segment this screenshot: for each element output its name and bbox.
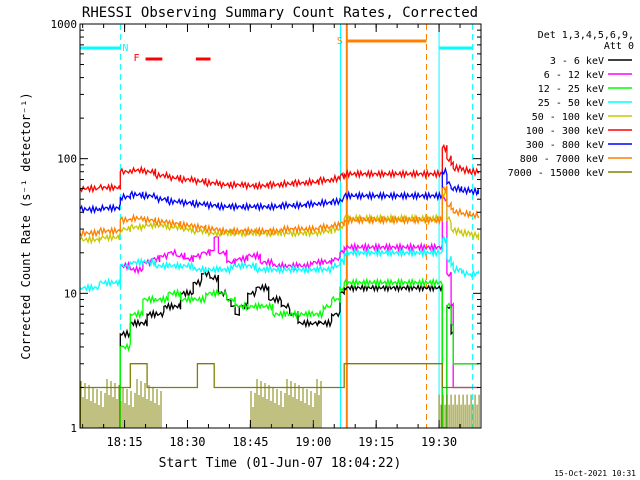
legend-label: 50 - 100 keV: [532, 112, 604, 123]
plot-frame: [79, 23, 482, 429]
legend-label: 3 - 6 keV: [550, 56, 604, 67]
x-tick-label: 18:30: [169, 435, 205, 449]
legend: Det 1,3,4,5,6,9,Att 03 - 6 keV 6 - 12 keV…: [508, 30, 634, 179]
legend-header: Det 1,3,4,5,6,9,: [538, 30, 634, 41]
timestamp: 15-Oct-2021 10:31: [554, 469, 636, 478]
legend-label: 100 - 300 keV: [526, 126, 604, 137]
chart-title: RHESSI Observing Summary Count Rates, Co…: [82, 5, 478, 21]
axes-layer: 1 10 100 1000 18:15 18:30 18:45 19:00 19:15 19:30: [51, 18, 482, 449]
x-axis-label: Start Time (01-Jun-07 18:04:22): [159, 456, 402, 471]
x-tick-label: 18:45: [232, 435, 268, 449]
series-line-4: [80, 188, 479, 246]
series-line-8: [80, 363, 479, 389]
x-tick-label: 19:00: [295, 435, 331, 449]
series-line-1: [120, 195, 479, 389]
y-tick-label: 1000: [51, 18, 78, 31]
series-line-5: [80, 143, 479, 194]
night-label: N: [122, 43, 128, 54]
series-line-6: [80, 166, 479, 215]
y-tick-label: 1: [70, 422, 77, 435]
legend-label: 7000 - 15000 keV: [508, 168, 604, 179]
legend-label: 12 - 25 keV: [538, 84, 604, 95]
legend-header: Att 0: [604, 41, 634, 52]
legend-label: 25 - 50 keV: [538, 98, 604, 109]
legend-label: 300 - 800 keV: [526, 140, 604, 151]
series-line-0: [99, 268, 479, 428]
legend-label: 800 - 7000 keV: [520, 154, 604, 165]
y-tick-label: 100: [57, 153, 77, 166]
x-tick-label: 19:30: [421, 435, 457, 449]
series-line-3: [80, 235, 479, 294]
x-tick-label: 18:15: [107, 435, 143, 449]
series-line-2: [99, 277, 479, 428]
y-tick-label: 10: [64, 287, 77, 300]
series-layer: [80, 143, 480, 428]
y-axis-label: Corrected Count Rate (s⁻¹ detector⁻¹): [19, 92, 33, 359]
legend-label: 6 - 12 keV: [544, 70, 604, 81]
series-line-7: [80, 185, 479, 239]
saa-label: S: [337, 36, 343, 47]
x-tick-label: 19:15: [358, 435, 394, 449]
flare-label: F: [134, 53, 140, 64]
